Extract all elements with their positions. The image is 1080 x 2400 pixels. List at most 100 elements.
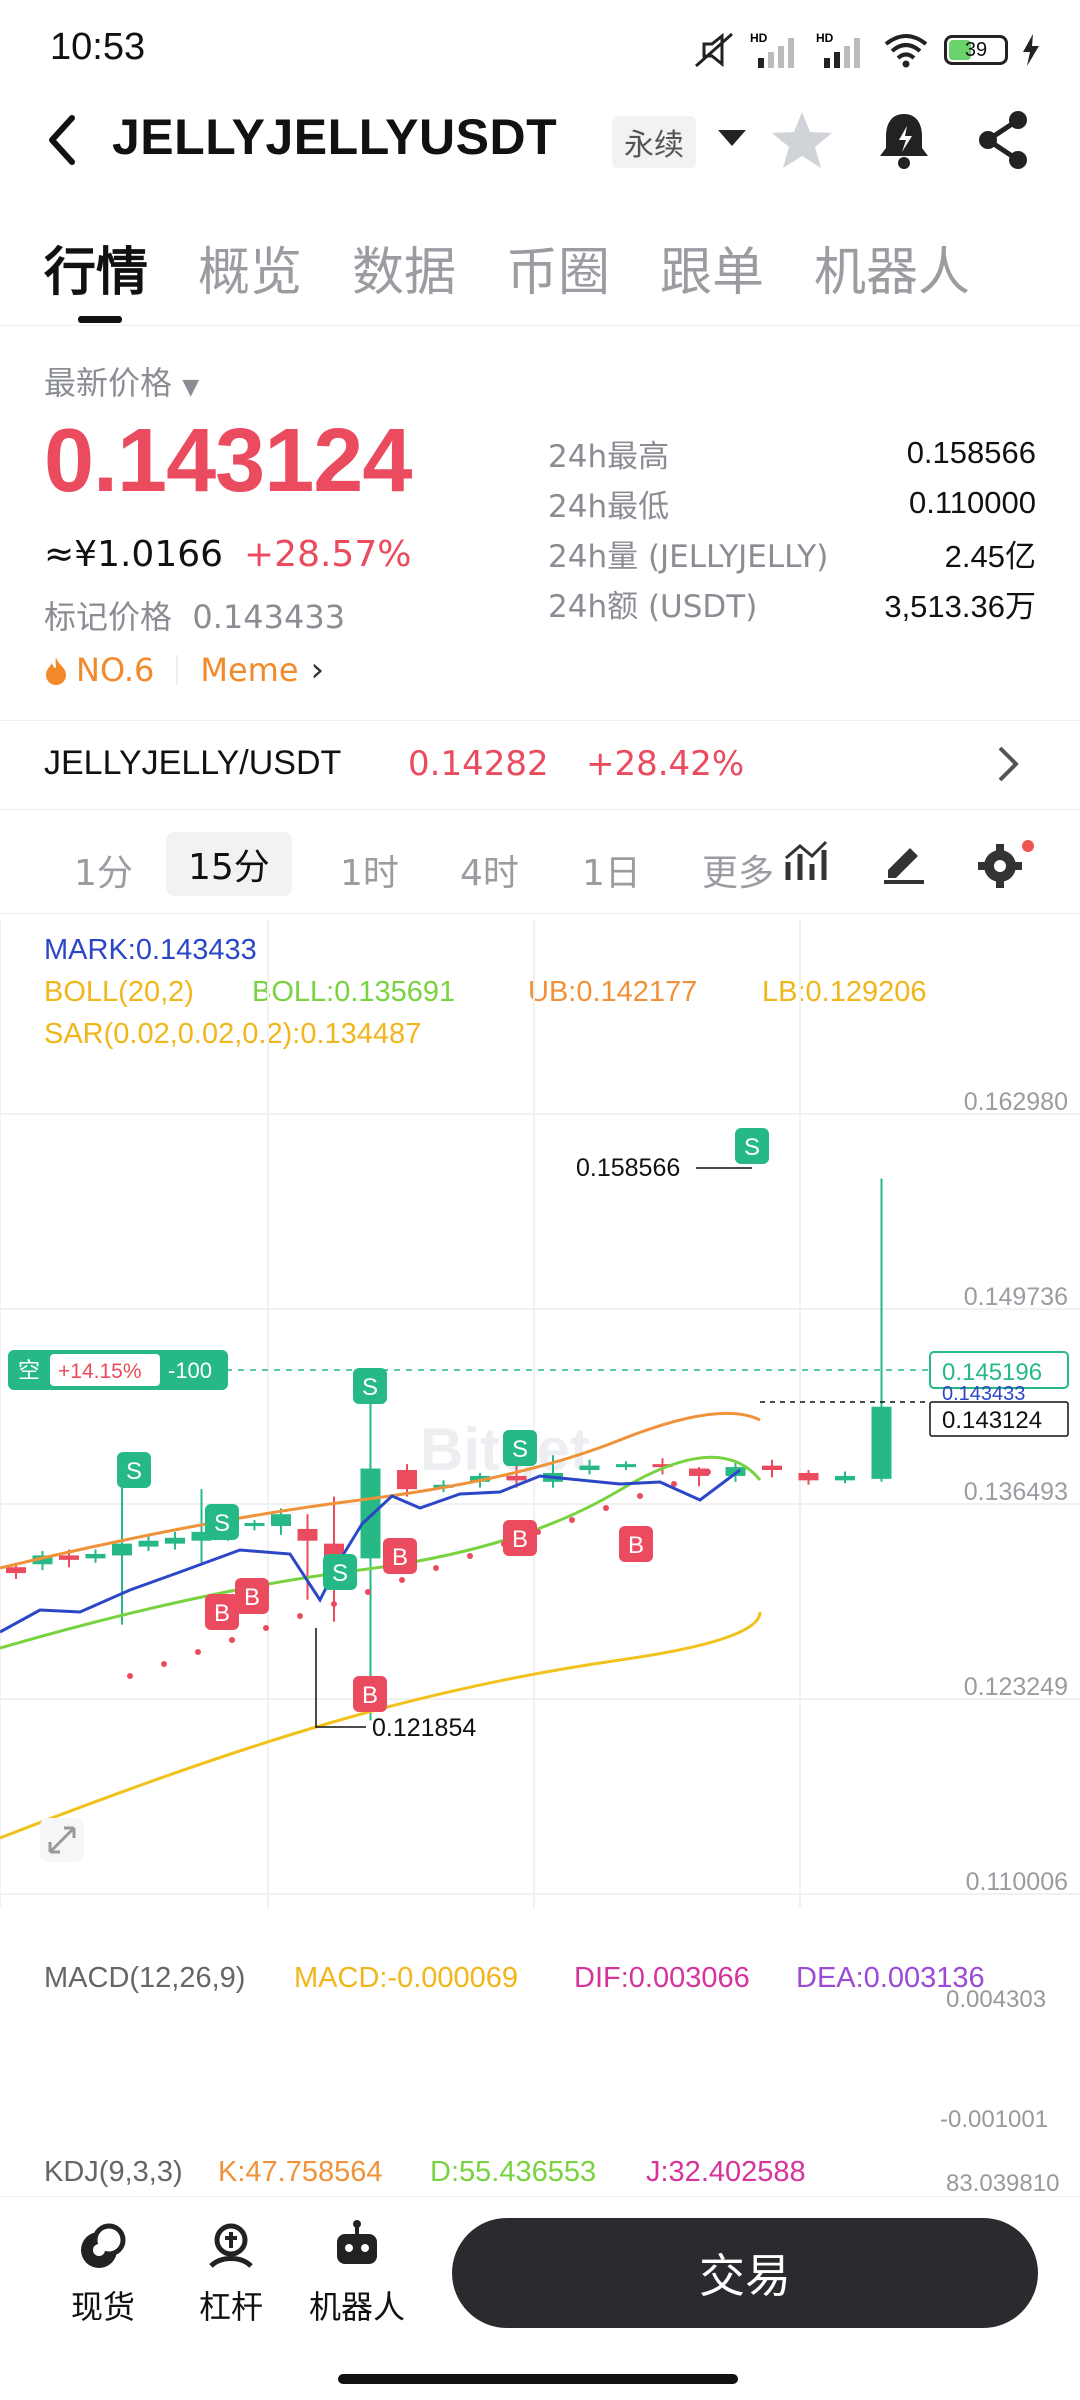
sar-dot xyxy=(365,1589,371,1595)
stat-key: 24h最高 xyxy=(548,438,670,475)
low-annotation: 0.121854 xyxy=(372,1714,476,1742)
stat-value: 0.110000 xyxy=(909,485,1036,520)
alert-bell-icon[interactable] xyxy=(874,108,934,172)
favorite-star-icon[interactable] xyxy=(770,108,834,172)
symbol-title[interactable]: JELLYJELLYUSDT xyxy=(112,109,558,165)
spot-pair-name: JELLYJELLY/USDT xyxy=(44,744,342,782)
mark-legend: MARK:0.143433 xyxy=(44,934,257,966)
trade-button[interactable]: 交易 xyxy=(452,2218,1038,2328)
home-indicator[interactable] xyxy=(338,2374,738,2384)
sell-marker-label: S xyxy=(512,1436,528,1463)
nav-spot-label: 现货 xyxy=(70,2288,135,2326)
nav-spot[interactable]: 现货 xyxy=(48,2220,158,2328)
tab-data[interactable]: 数据 xyxy=(352,243,457,303)
last-price-label[interactable]: 最新价格 ▼ xyxy=(44,358,199,404)
sell-marker xyxy=(323,1554,357,1590)
candle-body xyxy=(579,1465,600,1471)
interval-1m[interactable]: 1分 xyxy=(74,853,133,894)
mark-price-tag-text: 0.143433 xyxy=(942,1383,1025,1405)
sell-marker xyxy=(205,1504,239,1540)
low-leader-line xyxy=(315,1628,366,1728)
share-icon[interactable] xyxy=(974,108,1034,172)
candle-body xyxy=(297,1528,318,1541)
settings-gear-icon[interactable] xyxy=(976,838,1036,890)
buy-marker xyxy=(205,1594,239,1630)
entry-price-tag xyxy=(929,1351,1069,1389)
mark-price-row: 标记价格 0.143433 xyxy=(44,592,345,638)
position-side: 空 xyxy=(18,1359,40,1384)
boll-ub-legend: UB:0.142177 xyxy=(528,976,698,1008)
mark-price-value: 0.143433 xyxy=(192,598,346,636)
last-price-label-text: 最新价格 xyxy=(44,364,173,402)
boll-lb-legend: LB:0.129206 xyxy=(762,976,927,1008)
candle-body xyxy=(244,1523,265,1527)
interval-more[interactable]: 更多 xyxy=(702,853,772,894)
spot-price: 0.14282 xyxy=(408,744,549,784)
mark-price-line xyxy=(0,1468,741,1634)
wifi-icon xyxy=(884,34,928,68)
tab-market[interactable]: 行情 xyxy=(44,243,149,303)
macd-y-bottom: -0.001001 xyxy=(940,2106,1049,2133)
tab-community[interactable]: 币圈 xyxy=(506,243,611,303)
high-annotation: 0.158566 xyxy=(576,1154,680,1182)
category-label: Meme xyxy=(200,651,299,689)
boll-mid-legend: BOLL:0.135691 xyxy=(252,976,456,1008)
sar-dot xyxy=(195,1649,201,1655)
signal-icon-2: HD xyxy=(816,31,860,68)
candle-body xyxy=(616,1464,636,1468)
tab-overview[interactable]: 概览 xyxy=(198,243,303,303)
candle-body xyxy=(762,1465,782,1471)
candle-body xyxy=(871,1406,892,1479)
leverage-icon xyxy=(209,2223,253,2268)
buy-marker xyxy=(353,1676,387,1712)
sar-dot xyxy=(331,1601,337,1607)
chevron-down-icon[interactable] xyxy=(716,126,748,150)
chevron-right-icon[interactable] xyxy=(992,744,1024,784)
position-qty: -100 xyxy=(168,1358,212,1383)
y-tick-label: 0.149736 xyxy=(964,1283,1068,1311)
sell-marker-label: S xyxy=(332,1560,348,1587)
nav-robot[interactable]: 机器人 xyxy=(302,2220,412,2328)
position-pnl-bg xyxy=(50,1354,160,1386)
interval-15m[interactable]: 15分 xyxy=(166,832,292,896)
stats-panel: 24h最高 0.158566 24h最低 0.110000 24h量 (JELLYJ… xyxy=(548,428,1036,628)
buy-marker xyxy=(383,1538,417,1574)
last-price-tag-text: 0.143124 xyxy=(942,1407,1042,1434)
indicator-icon[interactable] xyxy=(782,838,830,886)
interval-4h[interactable]: 4时 xyxy=(460,853,519,894)
spot-icon xyxy=(81,2223,126,2268)
draw-pen-icon[interactable] xyxy=(880,838,928,886)
candlestick-chart[interactable]: Bitget0.1629800.1497360.1364930.1232490.… xyxy=(0,914,1080,1914)
signal-icon: HD xyxy=(750,31,794,68)
status-time: 10:53 xyxy=(50,26,146,68)
candle-body xyxy=(165,1537,185,1544)
nav-leverage[interactable]: 杠杆 xyxy=(176,2220,286,2328)
boll-params-legend: BOLL(20,2) xyxy=(44,976,194,1008)
mute-icon xyxy=(695,32,733,68)
tab-copy-trading[interactable]: 跟单 xyxy=(660,243,765,303)
candle-body xyxy=(470,1475,490,1482)
stat-key: 24h额 (USDT) xyxy=(548,588,758,625)
buy-marker-label: B xyxy=(512,1526,528,1553)
stat-24h-high: 24h最高 0.158566 xyxy=(548,428,1036,478)
candle-body xyxy=(271,1514,291,1526)
tab-bots[interactable]: 机器人 xyxy=(814,243,971,303)
candle-body xyxy=(798,1472,819,1481)
caret-down-icon: ▼ xyxy=(182,375,200,400)
kdj-label: KDJ(9,3,3) xyxy=(44,2156,183,2188)
sell-marker xyxy=(353,1368,387,1404)
sell-marker xyxy=(117,1452,151,1488)
spot-pair-bar[interactable] xyxy=(0,720,1080,810)
boll-mid-line xyxy=(0,1455,762,1650)
interval-1h[interactable]: 1时 xyxy=(340,853,399,894)
y-tick-label: 0.162980 xyxy=(964,1088,1068,1116)
interval-1d[interactable]: 1日 xyxy=(582,853,641,894)
interval-bar xyxy=(0,810,1080,914)
buy-marker-label: B xyxy=(362,1682,378,1709)
back-icon[interactable] xyxy=(40,110,90,170)
sar-dot xyxy=(161,1661,167,1667)
rank-row[interactable]: NO.6 Meme › xyxy=(44,650,324,690)
boll-lower-line xyxy=(0,1611,762,1840)
stat-24h-turnover: 24h额 (USDT) 3,513.36万 xyxy=(548,578,1036,628)
sell-marker-label: S xyxy=(362,1374,378,1401)
